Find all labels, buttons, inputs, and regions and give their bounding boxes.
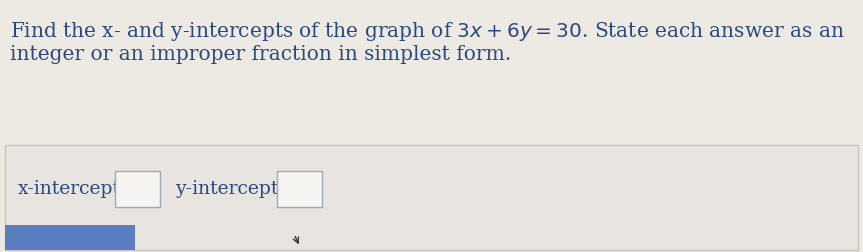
Text: Find the x- and y-intercepts of the graph of $3x + 6y = 30$. State each answer a: Find the x- and y-intercepts of the grap… [10, 20, 845, 43]
Text: x-intercept:: x-intercept: [18, 180, 127, 198]
Text: y-intercept:: y-intercept: [175, 180, 285, 198]
FancyBboxPatch shape [5, 225, 135, 250]
FancyBboxPatch shape [115, 171, 160, 207]
Text: integer or an improper fraction in simplest form.: integer or an improper fraction in simpl… [10, 45, 511, 64]
FancyBboxPatch shape [277, 171, 322, 207]
FancyBboxPatch shape [5, 145, 858, 250]
